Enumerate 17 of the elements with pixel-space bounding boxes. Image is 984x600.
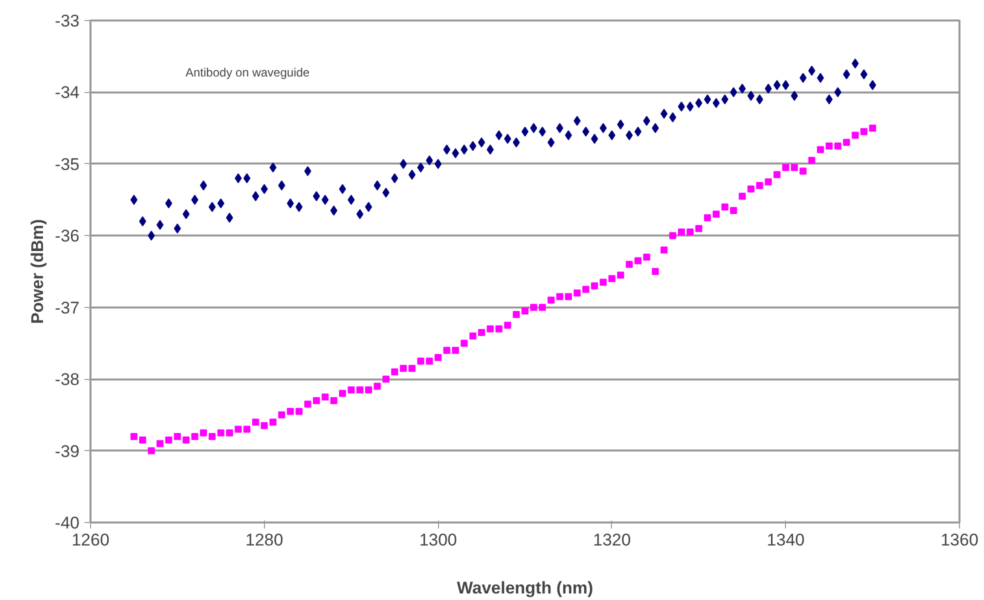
x-tick-label: 1360 [940, 530, 978, 550]
y-tick-label: -33 [54, 12, 80, 30]
y-tick-label: -39 [54, 442, 80, 461]
y-tick-label: -37 [54, 298, 80, 318]
x-tick-label: 1320 [592, 530, 631, 550]
x-tick-label: 1340 [766, 530, 805, 550]
annotation: Antibody on waveguide [186, 66, 310, 80]
y-axis-title: Power (dBm) [28, 219, 47, 324]
x-axis-title: Wavelength (nm) [456, 578, 594, 598]
y-tick-label: -40 [54, 514, 80, 532]
x-tick-label: 1280 [245, 530, 284, 550]
x-tick-label: 1300 [419, 530, 458, 550]
x-tick-label: 1260 [72, 530, 110, 550]
y-tick-label: -34 [54, 83, 80, 102]
y-tick-label: -35 [54, 154, 80, 174]
y-tick-label: -38 [54, 370, 80, 390]
y-tick-label: -36 [54, 226, 80, 246]
